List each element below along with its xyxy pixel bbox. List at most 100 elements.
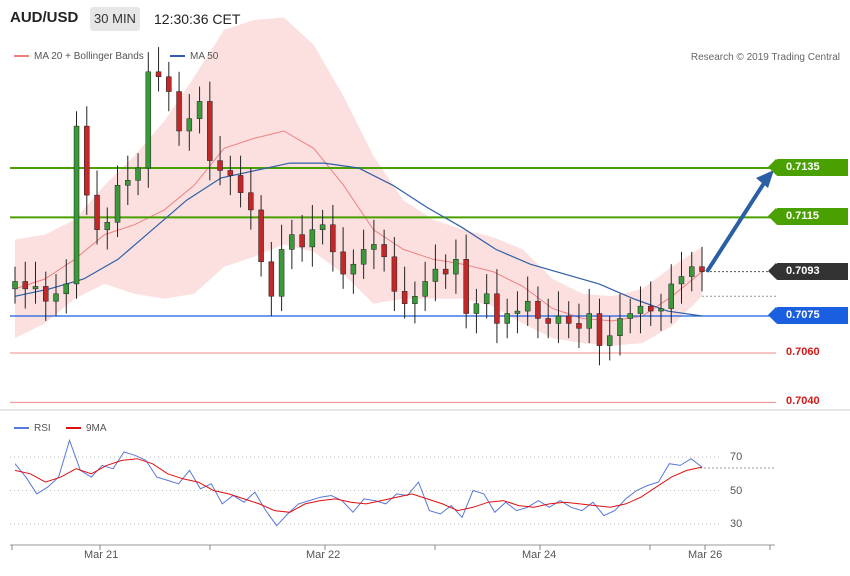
candle-body: [647, 305, 654, 312]
forecast-arrow-line: [705, 178, 768, 273]
candle-body: [596, 313, 603, 346]
candle-body: [268, 261, 275, 297]
level-last: 0.7093: [768, 263, 848, 280]
date-label-0: Mar 21: [84, 549, 119, 561]
candle-body: [63, 283, 70, 295]
currency-pair: AUD/USD: [10, 9, 79, 26]
candle-body: [535, 300, 541, 319]
candle-body: [32, 286, 39, 290]
candle-body: [473, 303, 480, 314]
candle-body: [22, 281, 29, 290]
candle-body: [125, 180, 131, 186]
timestamp: 12:30:36 CET: [154, 11, 241, 27]
candle-body: [463, 259, 469, 314]
candle-body: [688, 266, 695, 277]
candle-body: [350, 263, 357, 275]
ma50-line: [14, 162, 703, 317]
candle-body: [12, 281, 18, 290]
bollinger-band: [15, 17, 702, 346]
rsi-tick-30: 30: [730, 518, 743, 530]
rsi-legend: RSI: [14, 423, 51, 434]
rsi-line: [14, 438, 703, 527]
level-last-label: 0.7093: [786, 265, 820, 277]
candle-body: [401, 291, 408, 304]
candle-body: [278, 249, 285, 297]
price-panel: [0, 17, 850, 546]
level-s1-label: 0.7060: [786, 346, 820, 358]
candle-body: [606, 335, 613, 346]
candle-body: [176, 91, 182, 132]
candle-body: [514, 310, 521, 314]
bollinger-swatch: [14, 55, 29, 58]
candle-body: [299, 234, 305, 248]
level-r1: 0.7115: [768, 208, 848, 225]
level-pivot: 0.7075: [768, 307, 848, 324]
candle-body: [309, 229, 316, 248]
chart-header: AUD/USD 30 MIN 12:30:36 CET: [0, 0, 850, 36]
credit-text: Research © 2019 Trading Central: [690, 52, 840, 63]
level-s2-label: 0.7040: [786, 395, 820, 407]
candle-body: [248, 192, 254, 211]
date-label-2: Mar 24: [522, 549, 557, 561]
candle-body: [155, 71, 162, 77]
timeframe-badge[interactable]: 30 MIN: [90, 7, 140, 31]
rsi-ma-swatch: [66, 427, 81, 430]
candle-body: [412, 296, 418, 304]
date-label-3: Mar 26: [688, 549, 723, 561]
candle-body: [84, 125, 90, 196]
candle-body: [565, 315, 572, 324]
legend-ma50-label: MA 50: [190, 51, 219, 62]
candle-body: [237, 175, 244, 193]
candle-body: [381, 244, 387, 258]
candle-body: [576, 323, 582, 329]
level-r2-label: 0.7135: [786, 161, 820, 173]
candle-body: [371, 244, 377, 250]
legend-ma50: MA 50: [170, 51, 218, 62]
candle-body: [617, 318, 623, 336]
rsi-tick-70: 70: [730, 451, 743, 463]
rsi-ma-line: [14, 458, 703, 513]
candle-body: [422, 281, 428, 297]
candle-body: [658, 308, 664, 312]
candle-body: [53, 293, 59, 302]
rsi-legend-label: RSI: [34, 423, 51, 434]
candle-body: [504, 313, 510, 324]
candle-body: [330, 224, 336, 253]
candle-body: [545, 318, 551, 324]
candle-body: [494, 293, 500, 324]
candle-body: [668, 283, 674, 309]
ma50-swatch: [170, 55, 185, 58]
candle-body: [196, 101, 203, 119]
candle-body: [442, 268, 449, 275]
legend-bollinger: MA 20 + Bollinger Bands: [14, 51, 144, 62]
candle-body: [217, 160, 223, 171]
candle-body: [360, 249, 367, 265]
rsi-tick-50: 50: [730, 485, 743, 497]
candle-body: [289, 234, 295, 250]
candle-body: [94, 194, 100, 230]
date-label-1: Mar 22: [306, 549, 341, 561]
candle-body: [627, 313, 633, 319]
rsi-panel: [10, 438, 776, 550]
candle-body: [319, 224, 326, 230]
candle-body: [186, 118, 193, 132]
candle-body: [207, 101, 213, 161]
candle-body: [524, 300, 531, 312]
candle-body: [586, 313, 592, 329]
candle-body: [227, 170, 234, 176]
candle-body: [166, 76, 172, 92]
candle-body: [135, 167, 141, 181]
candle-body: [678, 276, 685, 285]
level-r2: 0.7135: [768, 159, 848, 176]
candle-body: [258, 209, 264, 262]
candle-body: [340, 251, 346, 275]
candle-body: [73, 125, 80, 285]
candle-body: [43, 286, 49, 302]
candle-body: [432, 268, 439, 282]
candle-body: [391, 256, 398, 292]
candle-body: [637, 305, 644, 314]
rsi-ma-legend: 9MA: [66, 423, 107, 434]
candle-body: [114, 185, 121, 223]
candle-body: [453, 259, 459, 275]
